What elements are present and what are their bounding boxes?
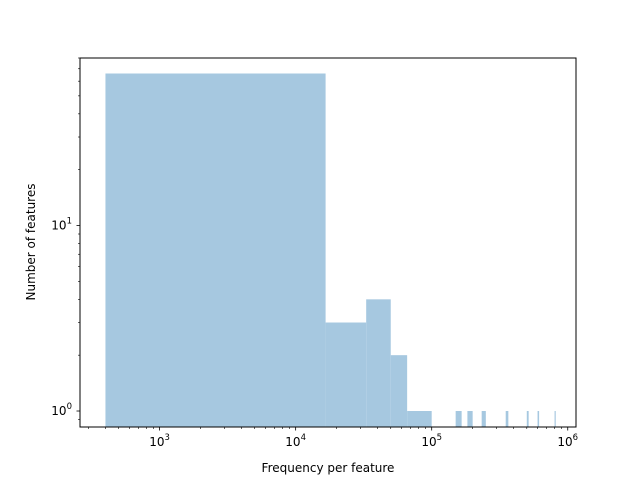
histogram-bar-2 bbox=[366, 299, 391, 427]
x-tick-label: 106 bbox=[557, 433, 578, 449]
bars-group bbox=[105, 73, 556, 427]
histogram-bar-6 bbox=[467, 411, 473, 427]
y-axis: 100 101 bbox=[51, 57, 80, 420]
histogram-bar-5 bbox=[455, 411, 462, 427]
histogram-bar-11 bbox=[554, 411, 556, 427]
histogram-bar-1 bbox=[325, 322, 367, 427]
histogram-bar-7 bbox=[481, 411, 486, 427]
histogram-bar-4 bbox=[407, 411, 432, 427]
x-tick-label: 104 bbox=[285, 433, 306, 449]
histogram-bar-10 bbox=[537, 411, 540, 427]
y-tick-label: 100 bbox=[51, 402, 72, 418]
histogram-bar-8 bbox=[505, 411, 509, 427]
x-axis-title: Frequency per feature bbox=[262, 461, 395, 475]
x-tick-label: 105 bbox=[421, 433, 442, 449]
plot-frame bbox=[79, 57, 577, 428]
histogram-bar-0 bbox=[105, 73, 326, 427]
x-axis: 103 104 105 106 bbox=[88, 427, 578, 449]
histogram-bar-9 bbox=[526, 411, 529, 427]
y-axis-title: Number of features bbox=[24, 184, 38, 301]
x-tick-label: 103 bbox=[149, 433, 170, 449]
y-tick-label: 101 bbox=[51, 217, 72, 233]
histogram-bar-3 bbox=[390, 355, 408, 427]
